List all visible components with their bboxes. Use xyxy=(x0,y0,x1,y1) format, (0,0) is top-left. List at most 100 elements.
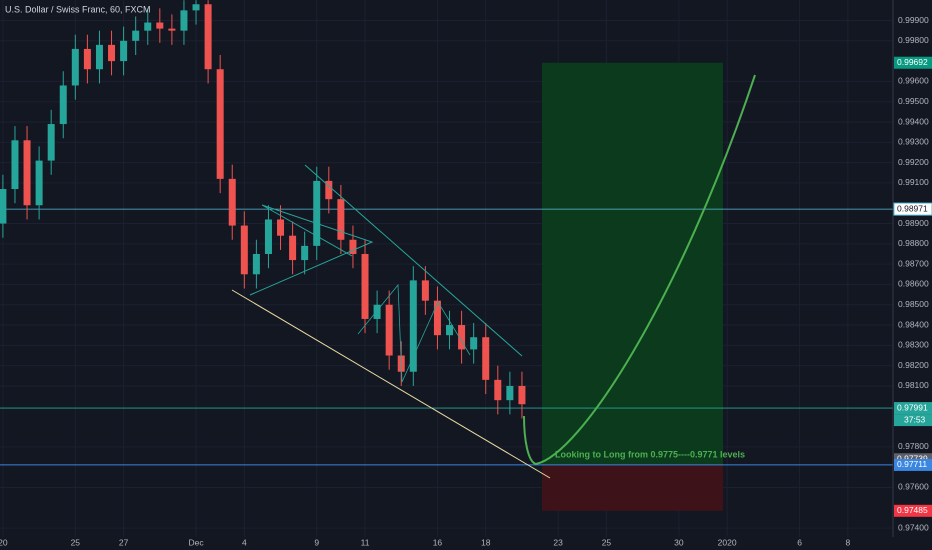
candle-body xyxy=(506,385,514,401)
wedge-pattern xyxy=(357,283,471,383)
candle-body xyxy=(59,85,67,125)
price-label: 0.97485 xyxy=(897,505,928,515)
x-tick-label: 9 xyxy=(314,537,319,547)
price-label-bg xyxy=(894,504,932,517)
price-label: 0.97711 xyxy=(897,459,927,469)
y-tick-label: 0.97600 xyxy=(898,482,929,492)
candle-body xyxy=(373,304,381,319)
candle-body xyxy=(47,124,55,161)
y-tick-label: 0.99400 xyxy=(898,116,929,126)
candle-body xyxy=(446,325,454,336)
candle-body xyxy=(23,140,31,206)
candle-body xyxy=(228,178,236,226)
candle-body xyxy=(361,253,369,319)
candle-body xyxy=(518,385,526,405)
projection-curve xyxy=(523,74,756,466)
symbol-title: U.S. Dollar / Swiss Franc, 60, FXCM xyxy=(5,4,151,14)
stop-zone xyxy=(541,464,724,511)
y-tick-label: 0.98800 xyxy=(898,238,929,248)
price-label-bg xyxy=(894,458,932,471)
x-tick-label: Dec xyxy=(188,537,204,547)
y-tick-label: 0.97800 xyxy=(898,441,929,451)
price-label-bg xyxy=(894,56,932,69)
candle-body xyxy=(385,304,393,356)
candle-body xyxy=(433,300,441,336)
candle-body xyxy=(301,245,309,261)
candle-body xyxy=(470,337,478,350)
x-tick-label: 4 xyxy=(242,537,247,547)
target-zone xyxy=(541,62,724,465)
candle-body xyxy=(337,199,345,240)
price-label: 0.97991 xyxy=(897,402,928,412)
y-tick-label: 0.98500 xyxy=(898,299,929,309)
price-label: 0.97739 xyxy=(897,453,928,463)
y-tick-label: 0.98300 xyxy=(898,340,929,350)
resistance-trendline xyxy=(304,164,523,357)
candle-body xyxy=(277,219,285,236)
x-tick-label: 25 xyxy=(602,537,612,547)
candle-body xyxy=(0,189,7,224)
price-label-bg xyxy=(893,202,932,216)
candle-body xyxy=(120,40,128,62)
x-tick-label: 18 xyxy=(481,537,491,547)
y-tick-label: 0.99600 xyxy=(898,76,929,86)
y-tick-label: 0.99900 xyxy=(898,15,929,25)
candle-body xyxy=(482,337,490,380)
candle-body xyxy=(35,160,43,206)
x-tick-label: 25 xyxy=(71,537,81,547)
candle-body xyxy=(132,30,140,41)
candle-body xyxy=(494,379,502,401)
y-tick-label: 0.98900 xyxy=(898,218,929,228)
drawings: Looking to Long from 0.9775----0.9771 le… xyxy=(231,74,756,479)
candle-body xyxy=(180,10,188,31)
y-tick-label: 0.99800 xyxy=(898,35,929,45)
candle-body xyxy=(204,4,212,70)
x-tick-label: 6 xyxy=(797,537,802,547)
support-trendline xyxy=(231,289,551,479)
y-tick-label: 0.98100 xyxy=(898,380,929,390)
y-tick-label: 0.98600 xyxy=(898,279,929,289)
candle-body xyxy=(240,225,248,275)
candle-body xyxy=(168,28,176,31)
candle-body xyxy=(409,280,417,372)
y-tick-label: 0.98700 xyxy=(898,258,929,268)
candle-body xyxy=(325,180,333,200)
candle-body xyxy=(11,140,19,190)
candle-body xyxy=(252,253,260,275)
candle-body xyxy=(264,219,272,254)
x-tick-label: 2020 xyxy=(718,537,737,547)
plot-area xyxy=(0,0,893,537)
candle-body xyxy=(71,48,79,86)
price-label: 0.98971 xyxy=(897,203,928,213)
y-tick-label: 0.98200 xyxy=(898,360,929,370)
x-tick-label: 16 xyxy=(433,537,443,547)
x-tick-label: 23 xyxy=(553,537,563,547)
triangle-pattern xyxy=(249,204,374,296)
y-tick-label: 0.98400 xyxy=(898,319,929,329)
y-tick-label: 0.99100 xyxy=(898,177,929,187)
candle-body xyxy=(289,235,297,261)
candle-body xyxy=(144,22,152,31)
candle-body xyxy=(156,22,164,29)
candle-body xyxy=(349,239,357,254)
candle-body xyxy=(313,180,321,246)
price-label-bg xyxy=(894,402,932,415)
countdown: 37:53 xyxy=(904,414,926,424)
x-tick-label: 8 xyxy=(845,537,850,547)
y-tick-label: 0.97400 xyxy=(898,522,929,532)
candle-body xyxy=(216,69,224,179)
price-label: 0.99692 xyxy=(897,57,928,67)
candle-body xyxy=(192,4,200,11)
x-tick-label: 11 xyxy=(361,537,370,547)
candle-body xyxy=(83,48,91,70)
candle-body xyxy=(108,44,116,62)
y-tick-label: 0.99500 xyxy=(898,96,929,106)
y-tick-label: 0.99200 xyxy=(898,157,929,167)
annotation: Looking to Long from 0.9775----0.9771 le… xyxy=(555,449,745,459)
candle-body xyxy=(95,44,103,70)
x-tick-label: 30 xyxy=(674,537,684,547)
y-tick-label: 0.99300 xyxy=(898,137,929,147)
candle-body xyxy=(458,325,466,350)
time-axis xyxy=(0,537,893,550)
